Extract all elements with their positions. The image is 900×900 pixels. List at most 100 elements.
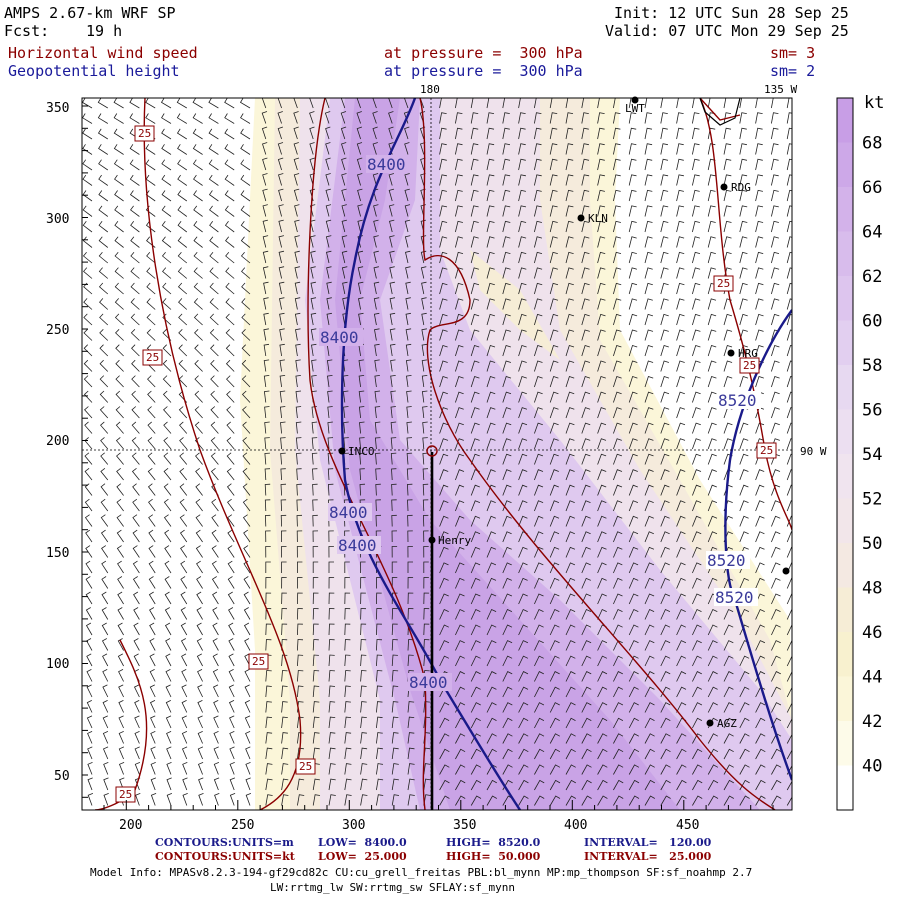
wind-barb [278,204,284,217]
wind-barb [210,390,219,403]
wind-barb [404,142,410,155]
wind-barb [771,127,779,140]
wind-barb [176,128,188,140]
wind-barb [388,173,395,186]
wind-barb [281,561,287,573]
wind-barb [739,717,750,729]
wind-barb [145,98,156,109]
wind-barb [404,204,411,217]
wind-barb [326,281,332,295]
wind-barb [455,174,463,186]
wind-barb [115,406,124,419]
wind-barb [406,375,412,388]
wind-barb [755,608,765,620]
wind-barb [786,344,792,357]
wind-barb [660,313,669,326]
wind-barb [613,407,622,419]
wind-barb [739,251,748,264]
wind-barb [375,514,382,527]
wind-barb [692,733,703,744]
wind-barb [357,173,363,186]
wind-barb [628,717,639,729]
colorbar-swatch [837,276,853,321]
wind-barb [739,795,750,806]
wind-barb [707,98,716,109]
wind-barb [197,715,203,729]
wind-barb [518,313,527,326]
wind-barb [245,777,251,791]
wind-barb [344,747,352,760]
wind-barb [262,157,268,171]
y-tick-label: 150 [46,546,69,561]
wind-barb [755,267,764,279]
wind-barb [116,498,124,512]
wind-barb [391,561,398,573]
wind-barb [177,267,188,279]
height-label: 8400 [409,673,448,692]
wind-barb [263,328,269,341]
field2-name: Geopotential height [8,62,180,80]
wind-barb [243,607,251,620]
wind-barb [707,422,717,434]
wind-barb [502,500,512,512]
wind-barb [771,779,782,791]
wind-barb [502,282,511,295]
wind-barb [755,375,764,388]
wind-barb [117,638,124,651]
wind-barb [771,112,779,124]
wind-barb [534,764,545,775]
wind-barb [771,671,781,682]
wind-barb [310,235,316,248]
wind-barb [786,205,792,217]
wind-barb [297,685,304,698]
wind-barb [84,514,93,527]
wind-barb [455,189,463,202]
wind-barb [82,190,93,202]
wind-barb [359,421,365,434]
wind-barb [644,251,653,264]
wind-barb [707,469,717,481]
wind-barb [755,546,765,558]
wind-barb [265,732,273,744]
wind-barb [771,391,780,403]
wind-barb [628,282,638,295]
wind-barb [676,329,685,341]
wind-barb [149,653,156,667]
wind-barb [581,655,592,667]
wind-barb [118,715,124,729]
colorbar-swatch [837,632,853,677]
wind-barb [101,622,109,636]
wind-barb [486,640,497,651]
wind-barb [597,593,607,605]
lon-label-135w: 135 W [764,83,797,96]
wind-barb [421,281,427,295]
wind-barb [389,219,395,233]
wind-barb [225,359,235,372]
wind-barb [455,546,465,558]
wind-barb [455,438,464,450]
wind-barb [597,531,607,543]
wind-barb [692,298,701,310]
wind-barb [149,669,156,682]
wind-barb [344,778,352,791]
wind-barb [376,608,382,620]
wind-barb [707,360,717,372]
wind-barb [405,343,412,357]
wind-barb [518,640,529,651]
wind-barb [565,655,576,667]
wind-barb [407,732,415,744]
wind-barb [146,267,156,279]
wind-barb [280,421,286,434]
wind-barb [102,746,109,760]
wind-barb [549,515,560,527]
wind-barb [115,390,124,403]
wind-barb [470,702,481,713]
wind-barb [755,577,765,589]
wind-barb [502,577,512,589]
wind-barb [692,189,700,202]
wind-barb [162,390,172,403]
wind-barb [534,624,544,636]
wind-barb [309,142,315,155]
wind-barb [391,716,399,729]
wind-barb [389,266,395,279]
